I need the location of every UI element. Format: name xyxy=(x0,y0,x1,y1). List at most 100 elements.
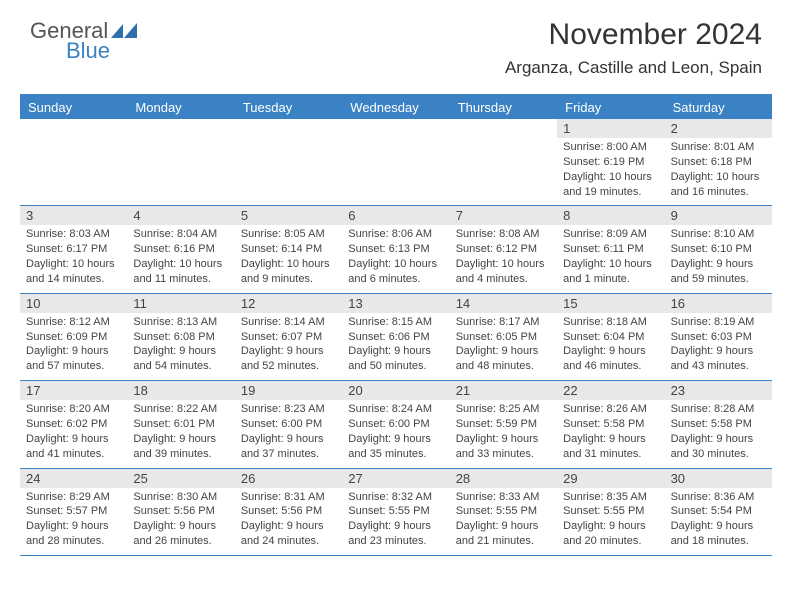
daylight-text: Daylight: 9 hours and 50 minutes. xyxy=(348,344,443,374)
sunset-text: Sunset: 6:17 PM xyxy=(26,242,121,257)
day-number xyxy=(450,119,557,123)
daylight-text: Daylight: 10 hours and 1 minute. xyxy=(563,257,658,287)
calendar-cell: 22Sunrise: 8:26 AMSunset: 5:58 PMDayligh… xyxy=(557,381,664,467)
sunset-text: Sunset: 6:18 PM xyxy=(671,155,766,170)
sunset-text: Sunset: 6:00 PM xyxy=(241,417,336,432)
calendar-cell: 10Sunrise: 8:12 AMSunset: 6:09 PMDayligh… xyxy=(20,294,127,380)
daylight-text: Daylight: 9 hours and 59 minutes. xyxy=(671,257,766,287)
weekday-header: Monday xyxy=(127,96,234,119)
calendar-cell: 28Sunrise: 8:33 AMSunset: 5:55 PMDayligh… xyxy=(450,469,557,555)
sunrise-text: Sunrise: 8:33 AM xyxy=(456,490,551,505)
calendar-cell xyxy=(235,119,342,205)
calendar-cell: 7Sunrise: 8:08 AMSunset: 6:12 PMDaylight… xyxy=(450,206,557,292)
day-number xyxy=(127,119,234,123)
page-header: General Blue November 2024 Arganza, Cast… xyxy=(0,0,792,86)
daylight-text: Daylight: 10 hours and 4 minutes. xyxy=(456,257,551,287)
weekday-header: Thursday xyxy=(450,96,557,119)
sunrise-text: Sunrise: 8:36 AM xyxy=(671,490,766,505)
daylight-text: Daylight: 9 hours and 48 minutes. xyxy=(456,344,551,374)
sunrise-text: Sunrise: 8:22 AM xyxy=(133,402,228,417)
sunrise-text: Sunrise: 8:10 AM xyxy=(671,227,766,242)
calendar-cell: 9Sunrise: 8:10 AMSunset: 6:10 PMDaylight… xyxy=(665,206,772,292)
day-number: 25 xyxy=(127,469,234,488)
calendar-cell: 14Sunrise: 8:17 AMSunset: 6:05 PMDayligh… xyxy=(450,294,557,380)
flag-icon xyxy=(111,22,137,40)
sunrise-text: Sunrise: 8:03 AM xyxy=(26,227,121,242)
day-number: 8 xyxy=(557,206,664,225)
day-number xyxy=(342,119,449,123)
daylight-text: Daylight: 9 hours and 26 minutes. xyxy=(133,519,228,549)
sunrise-text: Sunrise: 8:05 AM xyxy=(241,227,336,242)
calendar-cell: 19Sunrise: 8:23 AMSunset: 6:00 PMDayligh… xyxy=(235,381,342,467)
sunrise-text: Sunrise: 8:23 AM xyxy=(241,402,336,417)
day-number: 7 xyxy=(450,206,557,225)
daylight-text: Daylight: 9 hours and 21 minutes. xyxy=(456,519,551,549)
daylight-text: Daylight: 9 hours and 30 minutes. xyxy=(671,432,766,462)
daylight-text: Daylight: 9 hours and 18 minutes. xyxy=(671,519,766,549)
calendar-cell: 13Sunrise: 8:15 AMSunset: 6:06 PMDayligh… xyxy=(342,294,449,380)
sunset-text: Sunset: 5:56 PM xyxy=(241,504,336,519)
sunset-text: Sunset: 5:58 PM xyxy=(563,417,658,432)
sunset-text: Sunset: 6:16 PM xyxy=(133,242,228,257)
calendar-cell: 18Sunrise: 8:22 AMSunset: 6:01 PMDayligh… xyxy=(127,381,234,467)
location-subtitle: Arganza, Castille and Leon, Spain xyxy=(505,58,762,78)
calendar-cell: 2 Sunrise: 8:01 AMSunset: 6:18 PMDaylight… xyxy=(665,119,772,205)
day-number: 23 xyxy=(665,381,772,400)
daylight-text: Daylight: 10 hours and 16 minutes. xyxy=(671,170,766,200)
calendar-cell: 4Sunrise: 8:04 AMSunset: 6:16 PMDaylight… xyxy=(127,206,234,292)
day-number: 11 xyxy=(127,294,234,313)
calendar-cell xyxy=(127,119,234,205)
sunrise-text: Sunrise: 8:01 AM xyxy=(671,140,766,155)
calendar-cell: 17Sunrise: 8:20 AMSunset: 6:02 PMDayligh… xyxy=(20,381,127,467)
calendar-cell xyxy=(342,119,449,205)
sunrise-text: Sunrise: 8:15 AM xyxy=(348,315,443,330)
calendar-week: 1Sunrise: 8:00 AMSunset: 6:19 PMDaylight… xyxy=(20,119,772,206)
day-number: 10 xyxy=(20,294,127,313)
weekday-header: Tuesday xyxy=(235,96,342,119)
calendar-grid: Sunday Monday Tuesday Wednesday Thursday… xyxy=(20,94,772,556)
calendar-cell: 25Sunrise: 8:30 AMSunset: 5:56 PMDayligh… xyxy=(127,469,234,555)
weekday-header: Wednesday xyxy=(342,96,449,119)
daylight-text: Daylight: 9 hours and 31 minutes. xyxy=(563,432,658,462)
day-number: 20 xyxy=(342,381,449,400)
sunrise-text: Sunrise: 8:35 AM xyxy=(563,490,658,505)
sunrise-text: Sunrise: 8:14 AM xyxy=(241,315,336,330)
sunset-text: Sunset: 6:19 PM xyxy=(563,155,658,170)
sunrise-text: Sunrise: 8:25 AM xyxy=(456,402,551,417)
daylight-text: Daylight: 9 hours and 33 minutes. xyxy=(456,432,551,462)
daylight-text: Daylight: 9 hours and 20 minutes. xyxy=(563,519,658,549)
sunrise-text: Sunrise: 8:00 AM xyxy=(563,140,658,155)
calendar-cell xyxy=(20,119,127,205)
calendar-cell: 6Sunrise: 8:06 AMSunset: 6:13 PMDaylight… xyxy=(342,206,449,292)
sunrise-text: Sunrise: 8:18 AM xyxy=(563,315,658,330)
calendar-cell: 20Sunrise: 8:24 AMSunset: 6:00 PMDayligh… xyxy=(342,381,449,467)
day-number: 28 xyxy=(450,469,557,488)
day-number: 19 xyxy=(235,381,342,400)
day-number: 5 xyxy=(235,206,342,225)
calendar-cell: 15Sunrise: 8:18 AMSunset: 6:04 PMDayligh… xyxy=(557,294,664,380)
sunset-text: Sunset: 6:02 PM xyxy=(26,417,121,432)
day-number: 2 xyxy=(665,119,772,138)
daylight-text: Daylight: 10 hours and 11 minutes. xyxy=(133,257,228,287)
calendar-week: 10Sunrise: 8:12 AMSunset: 6:09 PMDayligh… xyxy=(20,294,772,381)
sunset-text: Sunset: 6:03 PM xyxy=(671,330,766,345)
calendar-cell xyxy=(450,119,557,205)
sunrise-text: Sunrise: 8:28 AM xyxy=(671,402,766,417)
sunrise-text: Sunrise: 8:24 AM xyxy=(348,402,443,417)
day-number: 29 xyxy=(557,469,664,488)
sunset-text: Sunset: 6:14 PM xyxy=(241,242,336,257)
day-number: 6 xyxy=(342,206,449,225)
calendar-cell: 16Sunrise: 8:19 AMSunset: 6:03 PMDayligh… xyxy=(665,294,772,380)
sunset-text: Sunset: 6:10 PM xyxy=(671,242,766,257)
calendar-cell: 30Sunrise: 8:36 AMSunset: 5:54 PMDayligh… xyxy=(665,469,772,555)
weekday-header-row: Sunday Monday Tuesday Wednesday Thursday… xyxy=(20,96,772,119)
daylight-text: Daylight: 10 hours and 6 minutes. xyxy=(348,257,443,287)
day-number: 30 xyxy=(665,469,772,488)
calendar-cell: 29Sunrise: 8:35 AMSunset: 5:55 PMDayligh… xyxy=(557,469,664,555)
sunrise-text: Sunrise: 8:04 AM xyxy=(133,227,228,242)
sunset-text: Sunset: 6:00 PM xyxy=(348,417,443,432)
daylight-text: Daylight: 9 hours and 23 minutes. xyxy=(348,519,443,549)
sunrise-text: Sunrise: 8:17 AM xyxy=(456,315,551,330)
day-number: 16 xyxy=(665,294,772,313)
sunset-text: Sunset: 6:13 PM xyxy=(348,242,443,257)
